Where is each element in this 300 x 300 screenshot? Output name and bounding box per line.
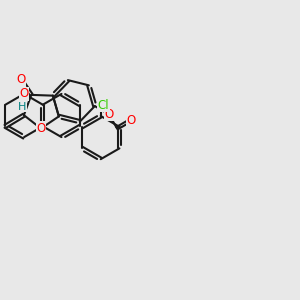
Text: Cl: Cl xyxy=(97,99,109,112)
Text: O: O xyxy=(16,73,26,86)
Text: H: H xyxy=(18,102,26,112)
Text: O: O xyxy=(126,114,136,127)
Text: O: O xyxy=(20,87,29,101)
Text: O: O xyxy=(104,108,113,121)
Text: O: O xyxy=(36,122,46,135)
